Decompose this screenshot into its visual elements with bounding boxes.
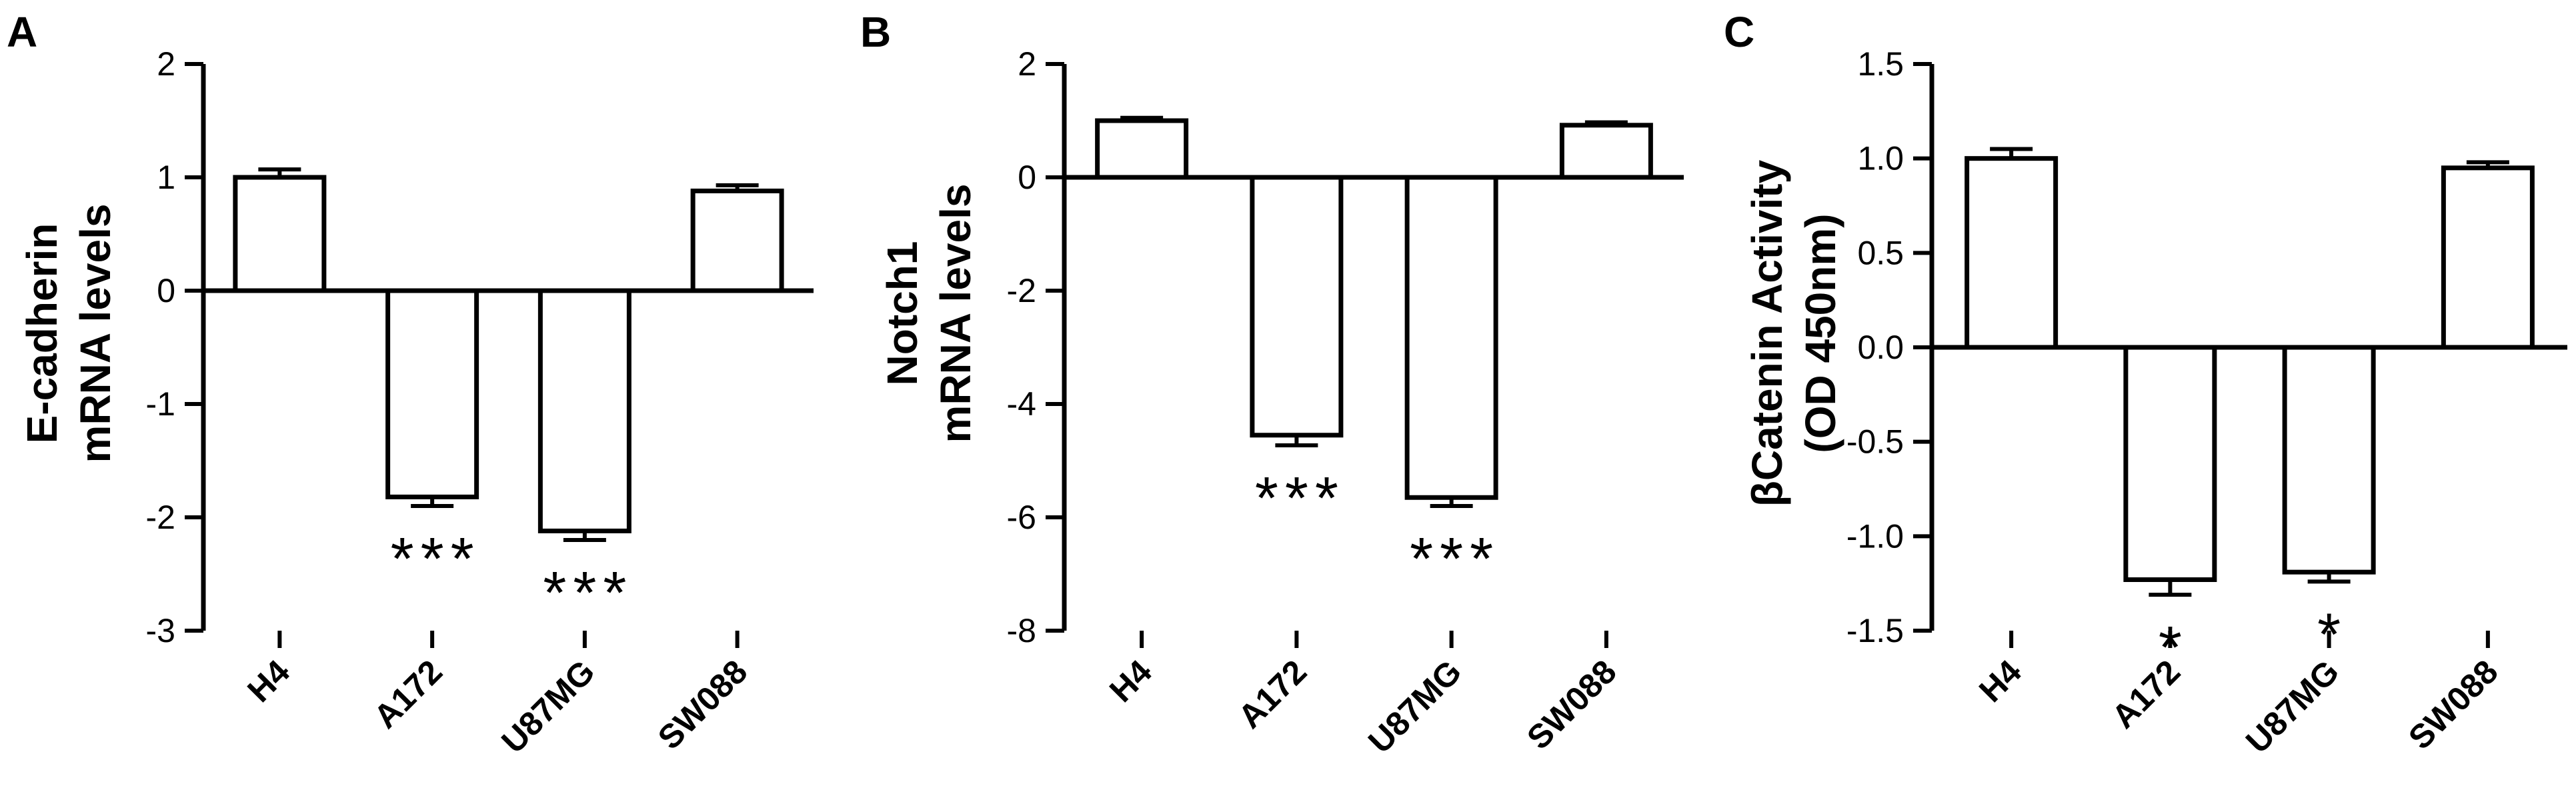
x-category-label: U87MG bbox=[1361, 653, 1468, 760]
y-tick-label: 1.0 bbox=[1857, 140, 1904, 177]
panel-letter: C bbox=[1724, 8, 1754, 56]
y-tick-label: -1.0 bbox=[1846, 517, 1904, 555]
bar-a172 bbox=[385, 288, 479, 499]
x-category-label: SW088 bbox=[2401, 653, 2505, 757]
bar-a172 bbox=[2123, 345, 2217, 582]
y-tick-label: 2 bbox=[157, 45, 175, 83]
bar-u87mg bbox=[537, 288, 631, 533]
significance-mark: *** bbox=[1255, 465, 1345, 532]
y-tick-label: -4 bbox=[1007, 385, 1036, 423]
y-tick-label: 0 bbox=[157, 272, 175, 309]
x-category-label: A172 bbox=[367, 653, 449, 735]
y-tick-label: -2 bbox=[146, 499, 175, 536]
y-tick-label: -3 bbox=[146, 612, 175, 649]
y-tick-label: -1 bbox=[146, 385, 175, 423]
y-tick-label: 1.5 bbox=[1857, 45, 1904, 83]
significance-mark: * bbox=[2159, 615, 2189, 681]
y-tick-label: -2 bbox=[1007, 272, 1036, 309]
panel-letter: A bbox=[7, 8, 37, 56]
bar-h4 bbox=[1095, 118, 1189, 180]
y-tick-label: 0.5 bbox=[1857, 234, 1904, 271]
bar-h4 bbox=[1965, 156, 2059, 350]
x-category-label: H4 bbox=[1102, 653, 1159, 709]
bar-a172 bbox=[1250, 175, 1344, 438]
y-axis-label: mRNA levels bbox=[71, 204, 119, 463]
y-axis-label: (OD 450nm) bbox=[1796, 213, 1844, 453]
y-axis-label: Notch1 bbox=[878, 241, 926, 386]
x-category-label: H4 bbox=[1972, 653, 2029, 709]
y-tick-label: -6 bbox=[1007, 499, 1036, 536]
x-category-label: SW088 bbox=[1520, 653, 1624, 757]
significance-mark: *** bbox=[1410, 526, 1500, 593]
y-tick-label: -8 bbox=[1007, 612, 1036, 649]
y-tick-label: -0.5 bbox=[1846, 423, 1904, 461]
bar-u87mg bbox=[2282, 345, 2376, 575]
panel-letter: B bbox=[860, 8, 891, 56]
significance-mark: *** bbox=[543, 560, 633, 627]
y-axis-label: βCatenin Activity bbox=[1743, 159, 1791, 507]
y-axis-label: mRNA levels bbox=[932, 184, 980, 443]
y-axis-label: E-cadherin bbox=[18, 223, 66, 444]
chart-panel-c: C1.51.00.50.0-0.5-1.0-1.5H4 *A172*U87MG SW… bbox=[1724, 8, 2567, 761]
x-category-label: SW088 bbox=[651, 653, 755, 757]
bar-u87mg bbox=[1404, 175, 1498, 500]
chart-panel-b: B 2 0 -2 -4 -6 -8 H4 *** A172 *** U87MG SW088 Notch1 m… bbox=[860, 8, 1684, 761]
x-category-label: A172 bbox=[1231, 653, 1314, 735]
x-category-label: U87MG bbox=[494, 653, 601, 760]
bar-sw088 bbox=[690, 188, 784, 293]
significance-mark: *** bbox=[391, 526, 481, 593]
x-category-label: H4 bbox=[240, 653, 297, 709]
x-category-label: U87MG bbox=[2239, 653, 2346, 760]
y-tick-label: 0.0 bbox=[1857, 329, 1904, 366]
bar-h4 bbox=[233, 175, 327, 293]
y-tick-label: 0 bbox=[1018, 159, 1036, 196]
y-tick-label: 2 bbox=[1018, 45, 1036, 83]
bar-sw088 bbox=[1559, 123, 1653, 180]
y-tick-label: 1 bbox=[157, 159, 175, 196]
y-tick-label: -1.5 bbox=[1846, 612, 1904, 649]
bar-sw088 bbox=[2441, 165, 2535, 350]
